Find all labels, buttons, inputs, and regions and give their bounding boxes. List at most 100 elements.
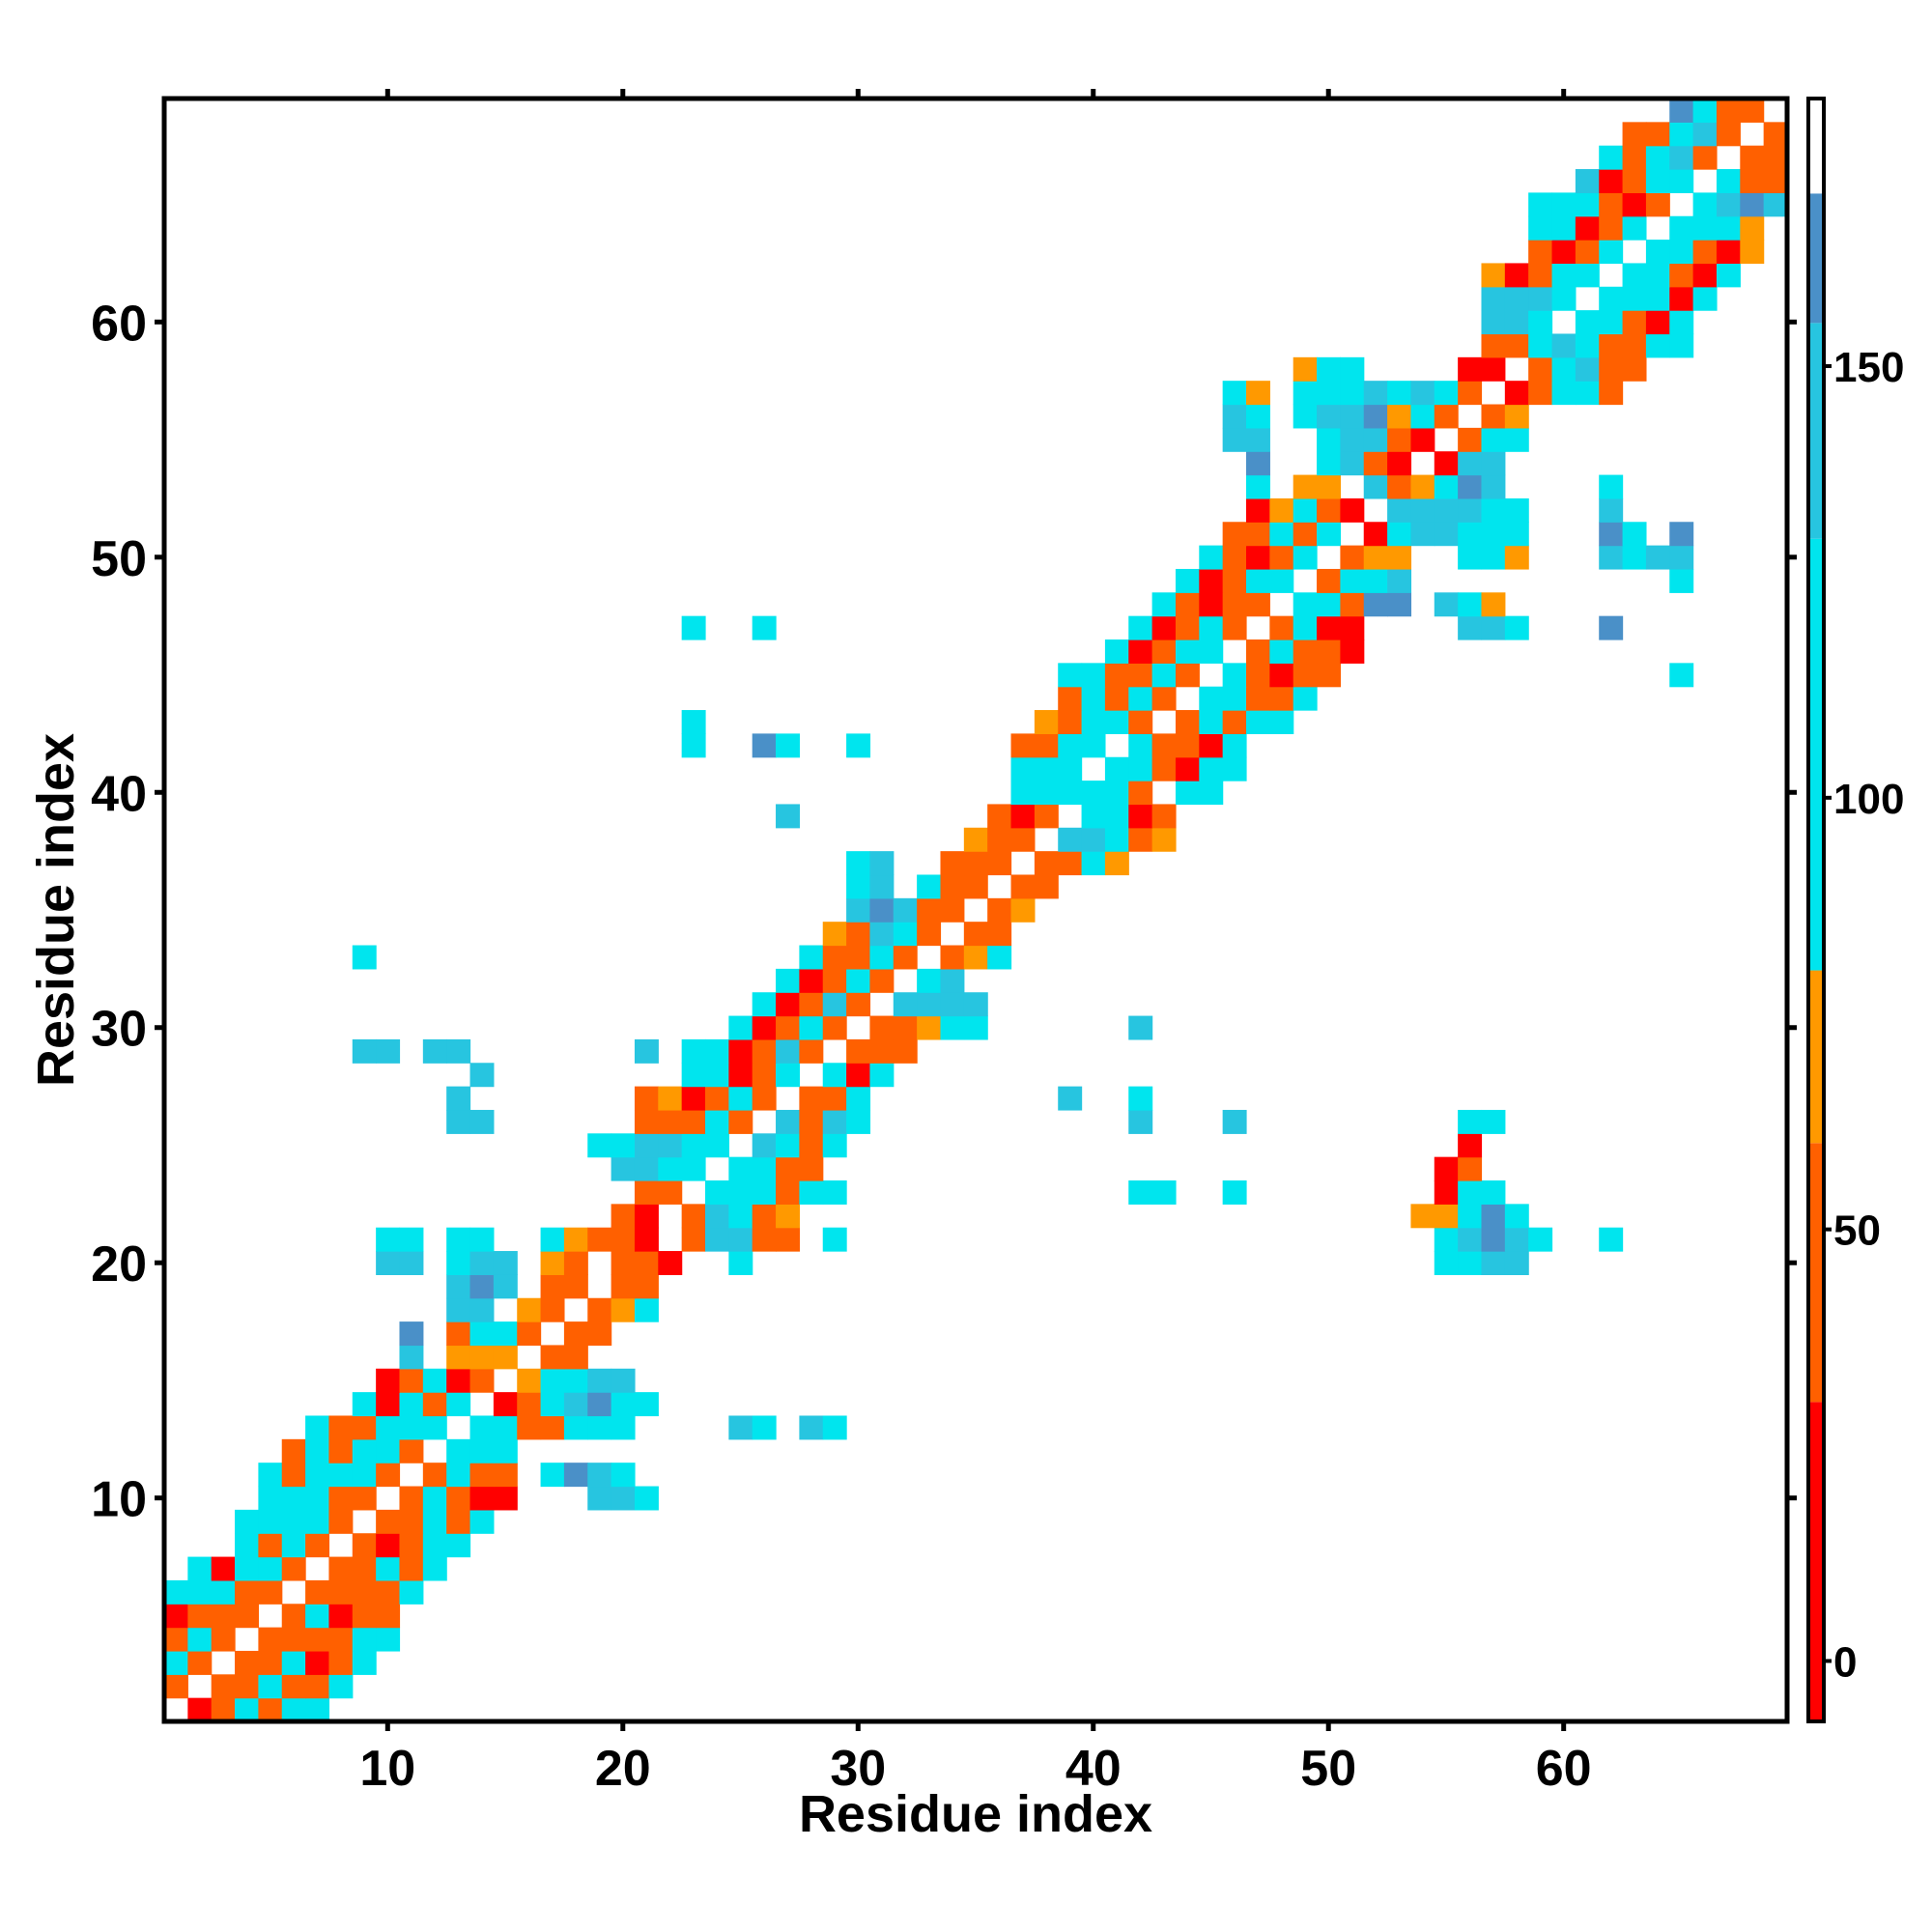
heatmap-cell — [1481, 1227, 1506, 1252]
heatmap-cell — [1622, 122, 1647, 147]
heatmap-cell — [1317, 381, 1341, 406]
heatmap-cell — [1387, 545, 1412, 570]
heatmap-cell — [1716, 192, 1741, 217]
heatmap-cell — [705, 1063, 729, 1088]
heatmap-cell — [1740, 145, 1765, 170]
heatmap-cell — [1246, 663, 1270, 688]
heatmap-cell — [540, 1251, 565, 1275]
heatmap-cell — [1599, 615, 1624, 640]
heatmap-cell — [446, 1392, 471, 1417]
heatmap-cell — [1010, 874, 1036, 899]
heatmap-cell — [752, 1415, 777, 1440]
heatmap-cell — [1645, 122, 1670, 147]
heatmap-cell — [1058, 781, 1083, 806]
heatmap-cell — [1151, 615, 1177, 640]
heatmap-cell — [517, 1321, 542, 1347]
heatmap-cell — [281, 1650, 306, 1675]
heatmap-cell — [469, 1509, 495, 1534]
heatmap-cell — [281, 1627, 306, 1652]
heatmap-cell — [869, 897, 895, 923]
heatmap-cell — [352, 1486, 377, 1511]
heatmap-cell — [1740, 240, 1765, 265]
heatmap-cell — [1293, 356, 1318, 382]
heatmap-cell — [1434, 497, 1459, 523]
heatmap-cell — [1481, 404, 1506, 429]
heatmap-cell — [634, 1486, 659, 1511]
heatmap-cell — [1317, 427, 1341, 452]
heatmap-cell — [1481, 1251, 1506, 1275]
heatmap-cell — [1434, 522, 1459, 547]
heatmap-cell — [1763, 192, 1788, 217]
heatmap-cell — [469, 1463, 495, 1488]
heatmap-cell — [940, 897, 965, 923]
heatmap-cell — [846, 1109, 871, 1134]
heatmap-cell — [1081, 804, 1106, 829]
heatmap-cell — [1151, 804, 1177, 829]
heatmap-cell — [1387, 497, 1412, 523]
heatmap-cell — [1222, 686, 1247, 711]
heatmap-cell — [1645, 145, 1670, 170]
heatmap-cell — [376, 1251, 401, 1275]
heatmap-cell — [1317, 522, 1341, 547]
heatmap-cell — [1317, 615, 1341, 640]
heatmap-cell — [681, 1156, 706, 1181]
heatmap-cell — [728, 1015, 753, 1040]
heatmap-cell — [728, 1109, 753, 1134]
heatmap-cell — [963, 1015, 988, 1040]
heatmap-cell — [1458, 1180, 1483, 1205]
heatmap-cell — [399, 1579, 424, 1605]
heatmap-cell — [1551, 381, 1577, 406]
heatmap-cell — [1575, 169, 1600, 193]
heatmap-cell — [517, 1368, 542, 1393]
heatmap-cell — [1269, 663, 1294, 688]
heatmap-cell — [1317, 451, 1341, 476]
heatmap-cell — [422, 1038, 447, 1064]
heatmap-cell — [399, 1509, 424, 1534]
heatmap-cell — [164, 1650, 188, 1675]
heatmap-cell — [376, 1227, 401, 1252]
heatmap-cell — [681, 1109, 706, 1134]
heatmap-cell — [1034, 781, 1059, 806]
heatmap-cell — [563, 1227, 588, 1252]
heatmap-cell — [1363, 451, 1388, 476]
heatmap-cell — [1269, 545, 1294, 570]
heatmap-cell — [1575, 263, 1600, 288]
heatmap-cell — [1481, 263, 1506, 288]
heatmap-cell — [1692, 192, 1718, 217]
heatmap-cell — [658, 1086, 683, 1111]
heatmap-cell — [235, 1509, 259, 1534]
heatmap-cell — [328, 1509, 354, 1534]
heatmap-cell — [1669, 310, 1694, 335]
heatmap-cell — [1669, 240, 1694, 265]
heatmap-cell — [1528, 286, 1553, 311]
heatmap-cell — [563, 1392, 588, 1417]
heatmap-cell — [1104, 827, 1129, 852]
heatmap-cell — [822, 1415, 847, 1440]
heatmap-cell — [1481, 333, 1506, 358]
heatmap-cell — [1669, 568, 1694, 593]
heatmap-cell — [611, 1133, 636, 1158]
heatmap-cell — [1458, 522, 1483, 547]
heatmap-cell — [893, 992, 918, 1017]
heatmap-cell — [164, 1674, 188, 1699]
heatmap-cell — [846, 733, 871, 758]
heatmap-cell — [1363, 404, 1388, 429]
heatmap-cell — [1669, 122, 1694, 147]
heatmap-cell — [281, 1604, 306, 1629]
colorbar-band — [1808, 538, 1824, 971]
heatmap-cell — [1481, 451, 1506, 476]
heatmap-cell — [611, 1392, 636, 1417]
heatmap-cell — [1034, 710, 1059, 734]
heatmap-cell — [1058, 733, 1083, 758]
heatmap-cell — [1175, 756, 1200, 781]
y-tick-label: 10 — [91, 1472, 147, 1528]
heatmap-cell — [446, 1509, 471, 1534]
heatmap-cell — [1481, 592, 1506, 617]
x-tick-label: 30 — [830, 1741, 886, 1797]
heatmap-cell — [328, 1438, 354, 1463]
heatmap-cell — [869, 1063, 895, 1088]
heatmap-cell — [611, 1204, 636, 1229]
heatmap-cell — [1740, 99, 1765, 123]
heatmap-cell — [422, 1415, 447, 1440]
heatmap-cell — [1434, 1156, 1459, 1181]
